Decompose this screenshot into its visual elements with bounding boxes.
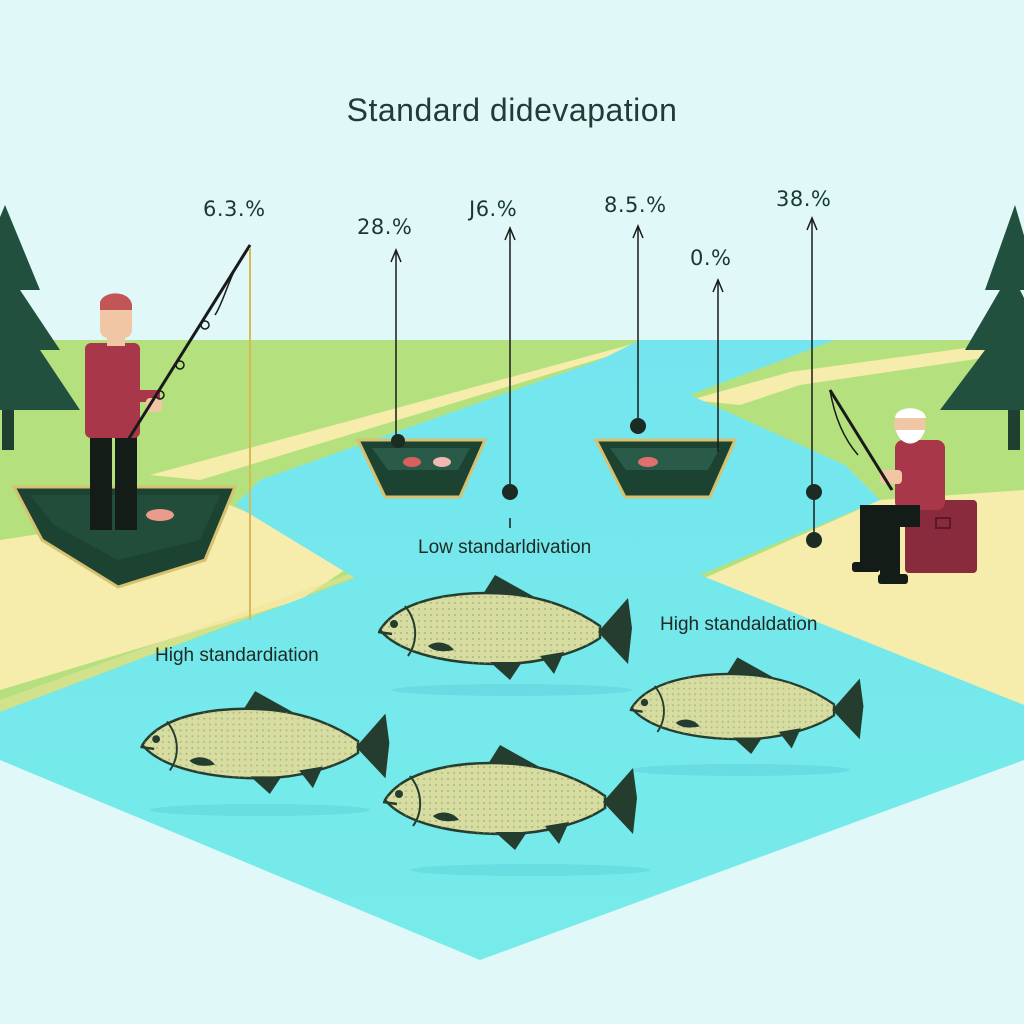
boat-middle-right	[593, 438, 738, 499]
percentage-label-6: 38.%	[776, 187, 832, 211]
percentage-label-5: 0.%	[690, 246, 732, 270]
boat-middle-left	[355, 438, 488, 499]
percentage-label-3: J6.%	[469, 197, 518, 221]
high-deviation-caption-left: High standardiation	[155, 645, 319, 666]
low-deviation-caption: Low standarldivation	[418, 537, 592, 558]
pine-tree-right	[940, 205, 1024, 450]
fisherman-right	[828, 389, 977, 584]
fisherman-left	[11, 244, 252, 589]
high-deviation-caption-right: High standaldation	[660, 614, 818, 635]
pine-tree-left	[0, 205, 80, 450]
percentage-label-1: 6.3.%	[203, 197, 266, 221]
percentage-label-2: 28.%	[357, 215, 413, 239]
percentage-label-4: 8.5.%	[604, 193, 667, 217]
page-title: Standard didevapation	[346, 92, 678, 128]
